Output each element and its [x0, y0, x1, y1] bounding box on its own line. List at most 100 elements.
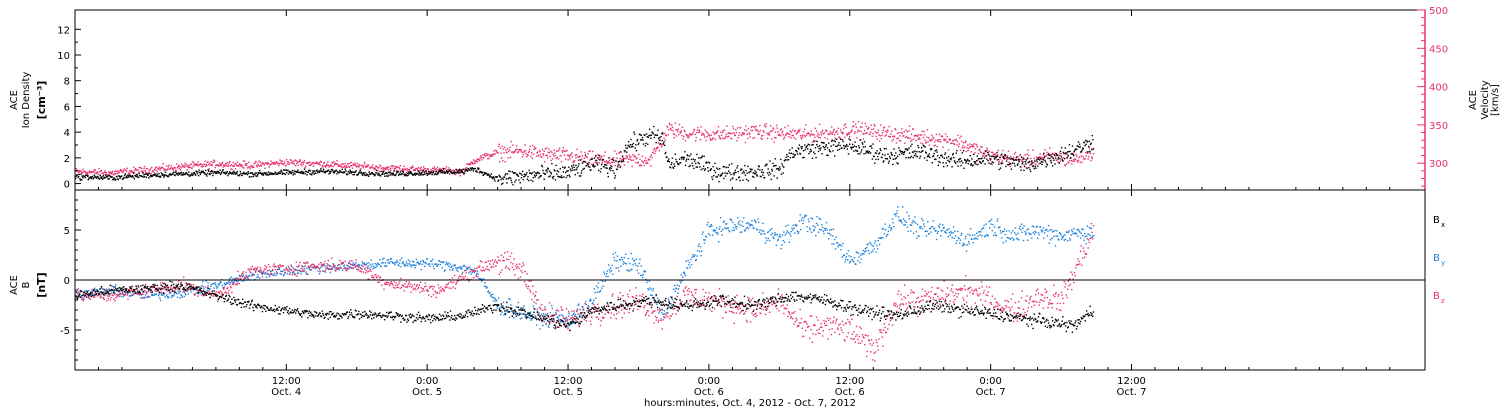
velocity-series-point [476, 158, 478, 161]
by-series-point [589, 298, 592, 300]
density-series-point [1086, 140, 1088, 142]
by-series-point [594, 291, 596, 294]
velocity-series-point [521, 156, 524, 158]
velocity-series-point [892, 138, 895, 141]
density-series-point [559, 168, 561, 170]
velocity-series-point [670, 129, 672, 131]
density-series-point [938, 157, 941, 159]
by-series-point [391, 261, 393, 263]
density-series-point [913, 151, 915, 153]
by-series-point [677, 288, 680, 290]
by-series-point [122, 296, 124, 298]
by-series-point [947, 235, 949, 238]
density-series-point [1057, 158, 1059, 160]
velocity-series-point [738, 134, 740, 137]
by-series-point [171, 294, 173, 296]
velocity-series-point [475, 160, 478, 163]
density-series-point [252, 173, 254, 175]
density-series-point [641, 139, 643, 141]
density-series-point [293, 170, 296, 172]
density-series-point [807, 148, 809, 150]
velocity-series-point [417, 167, 420, 169]
density-series-point [1065, 152, 1068, 154]
density-series-point [414, 174, 417, 176]
by-series-point [339, 264, 341, 266]
velocity-series-point [903, 131, 905, 133]
by-series-point [1066, 231, 1068, 233]
by-series-point [741, 231, 743, 233]
density-series-point [890, 153, 893, 155]
by-series-point [638, 262, 640, 265]
density-series-point [842, 140, 844, 143]
density-series-point [100, 177, 103, 179]
by-series-point [363, 262, 365, 264]
velocity-series-point [497, 145, 500, 147]
by-series-point [491, 293, 494, 296]
velocity-series-point [389, 168, 391, 170]
velocity-series-point [819, 137, 821, 139]
density-series-point [169, 172, 171, 175]
by-series-point [756, 229, 759, 231]
density-series-point [234, 173, 237, 175]
by-series-point [656, 303, 658, 306]
density-series-point [1084, 144, 1086, 147]
velocity-series-point [560, 155, 562, 157]
density-series-point [853, 145, 856, 147]
density-series-point [934, 150, 936, 152]
velocity-series-point [321, 167, 323, 169]
velocity-series-point [795, 133, 798, 135]
by-series-point [746, 226, 748, 229]
velocity-series-point [90, 171, 92, 174]
density-series-point [1041, 163, 1043, 166]
velocity-series-point [922, 143, 924, 145]
by-series-point [863, 252, 865, 255]
velocity-series-point [990, 151, 993, 154]
velocity-series-point [488, 157, 490, 160]
density-series-point [1040, 161, 1043, 163]
velocity-series-point [731, 132, 733, 134]
density-series-point [608, 168, 611, 170]
velocity-series-point [483, 157, 485, 159]
density-series-point [823, 146, 826, 149]
by-series-point [485, 285, 487, 288]
velocity-series-point [227, 165, 229, 168]
velocity-series-point [823, 132, 826, 134]
density-series-point [192, 173, 194, 176]
density-series-point [751, 168, 753, 171]
by-series-point [141, 297, 143, 299]
by-series-point [720, 217, 722, 219]
velocity-series-point [466, 163, 468, 165]
velocity-series-point [175, 170, 177, 172]
by-series-point [882, 237, 884, 239]
by-series-point [431, 263, 433, 265]
velocity-series-point [905, 135, 908, 138]
velocity-series-point [876, 138, 878, 140]
velocity-series-point [242, 166, 244, 169]
velocity-series-point [1008, 162, 1011, 164]
velocity-series-point [227, 164, 230, 166]
density-series-point [635, 149, 638, 152]
velocity-series-point [237, 165, 240, 168]
by-series-point [197, 287, 199, 289]
density-series-point [242, 172, 245, 174]
density-series-point [239, 174, 241, 176]
velocity-series-point [906, 131, 908, 133]
by-series-point [189, 286, 192, 288]
velocity-series-point [879, 135, 881, 137]
by-series-point [428, 263, 431, 265]
velocity-series-point [735, 129, 737, 131]
density-series-point [608, 157, 610, 159]
density-series-point [646, 136, 648, 138]
velocity-series-point [955, 138, 957, 141]
velocity-series-point [472, 162, 474, 164]
by-series-point [381, 258, 384, 260]
velocity-series-point [1056, 159, 1058, 161]
velocity-series-point [322, 165, 324, 168]
by-series-point [447, 264, 449, 266]
density-series-point [363, 174, 366, 176]
by-series-point [246, 276, 249, 279]
velocity-series-point [693, 128, 695, 131]
density-series-point [898, 147, 900, 149]
velocity-series-point [825, 129, 827, 131]
by-series-point [468, 266, 471, 268]
